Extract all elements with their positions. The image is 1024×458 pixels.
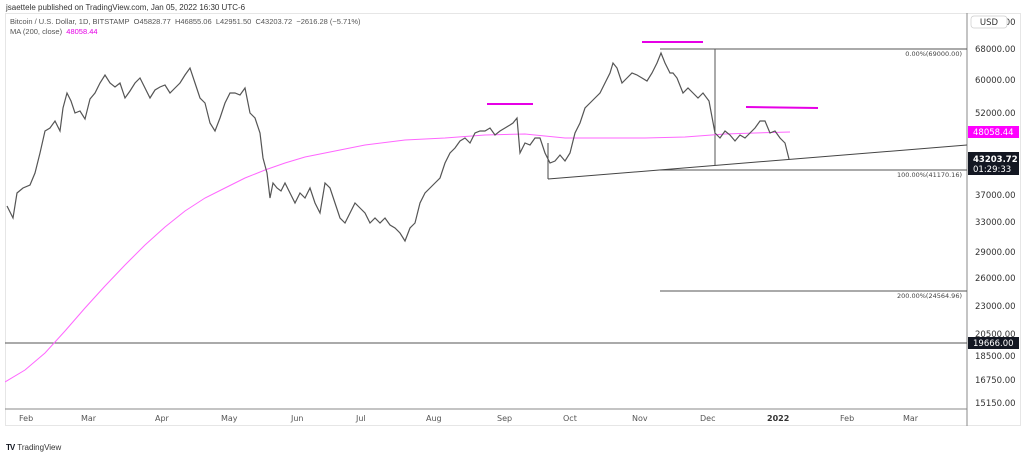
tradingview-logo-icon[interactable]: TV [6, 443, 15, 452]
chart-frame [5, 13, 1021, 426]
time-tick: Jul [355, 414, 366, 423]
price-tick: 29000.00 [975, 248, 1016, 258]
time-tick: Aug [426, 414, 442, 423]
currency-label: USD [980, 18, 999, 28]
trendline[interactable] [547, 144, 968, 180]
time-axis[interactable]: Feb Mar Apr May Jun Jul Aug Sep Oct Nov … [19, 414, 919, 423]
symbol-label[interactable]: Bitcoin / U.S. Dollar, 1D, BITSTAMP [10, 17, 130, 26]
time-tick-year: 2022 [767, 414, 789, 423]
time-tick: Mar [81, 414, 97, 423]
fib-0-label: 0.00%(69000.00) [905, 50, 962, 58]
currency-badge[interactable] [970, 15, 1008, 29]
countdown-text: 01:29:33 [973, 165, 1011, 175]
time-tick: Apr [155, 414, 170, 423]
price-tick: 16750.00 [975, 376, 1016, 386]
publish-info: jsaettele published on TradingView.com, … [6, 3, 246, 12]
price-series[interactable] [6, 51, 790, 243]
price-tick: 60000.00 [975, 76, 1016, 86]
footer: TV TradingView [6, 443, 61, 452]
ohlc-line: Bitcoin / U.S. Dollar, 1D, BITSTAMP O458… [10, 17, 361, 27]
last-price-badge [968, 152, 1019, 175]
chart-legend: Bitcoin / U.S. Dollar, 1D, BITSTAMP O458… [10, 17, 361, 37]
price-tick: 68000.00 [975, 45, 1016, 55]
level-badge-text: 19666.00 [973, 339, 1014, 349]
high-value: H46855.06 [174, 17, 212, 26]
ma-price-badge-text: 48058.44 [973, 128, 1014, 138]
fib-200-label: 200.00%(24564.96) [897, 292, 962, 300]
price-tick: 20500.00 [975, 330, 1016, 340]
ma-label[interactable]: MA (200, close) [10, 27, 63, 36]
time-tick: Feb [840, 414, 854, 423]
price-tick: 33000.00 [975, 218, 1016, 228]
price-tick: 23000.00 [975, 302, 1016, 312]
time-tick: Sep [497, 414, 512, 423]
time-tick: Oct [563, 414, 577, 423]
tradingview-brand[interactable]: TradingView [17, 443, 62, 452]
price-chart[interactable]: 0.00%(69000.00) 100.00%(41170.16) 200.00… [5, 13, 1021, 426]
price-tick: 15150.00 [975, 399, 1016, 409]
price-tick: 52000.00 [975, 109, 1016, 119]
open-value: O45828.77 [133, 17, 171, 26]
time-tick: Nov [632, 414, 648, 423]
price-tick: 18500.00 [975, 352, 1016, 362]
ma-value: 48058.44 [66, 27, 98, 36]
time-tick: May [221, 414, 238, 423]
time-tick: Feb [19, 414, 33, 423]
ma-line: MA (200, close) 48058.44 [10, 27, 361, 37]
last-price-text: 43203.72 [973, 155, 1018, 165]
close-value: C43203.72 [255, 17, 293, 26]
resistance-line-dec[interactable] [745, 106, 819, 109]
time-tick: Mar [903, 414, 919, 423]
ma-price-badge [968, 126, 1019, 138]
price-tick: 37000.00 [975, 191, 1016, 201]
price-tick: 26000.00 [975, 274, 1016, 284]
ma-200-line[interactable] [5, 131, 791, 383]
level-badge [968, 337, 1019, 349]
low-value: L42951.50 [215, 17, 252, 26]
time-tick: Jun [290, 414, 304, 423]
change-value: −2616.28 (−5.71%) [296, 17, 361, 26]
fib-100-label: 100.00%(41170.16) [897, 171, 962, 179]
time-tick: Dec [700, 414, 715, 423]
price-axis[interactable]: 70000.00 USD 68000.00 60000.00 52000.00 … [968, 15, 1019, 409]
